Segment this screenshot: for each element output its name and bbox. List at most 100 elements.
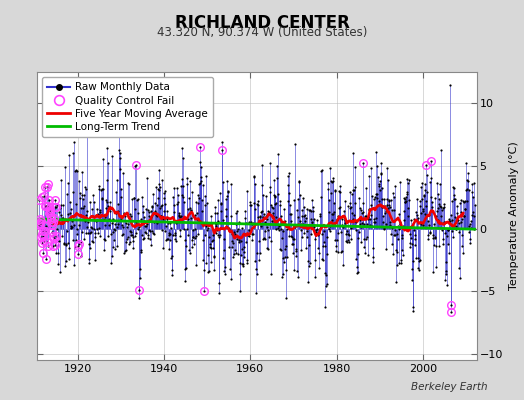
- Point: [267, 271, 276, 278]
- Point: [272, 214, 281, 220]
- Point: [243, 188, 251, 194]
- Point: [353, 263, 361, 270]
- Point: [431, 264, 440, 270]
- Point: [293, 274, 302, 280]
- Point: [287, 210, 295, 217]
- Point: [284, 172, 292, 179]
- Point: [74, 241, 83, 247]
- Point: [465, 187, 473, 194]
- Point: [141, 230, 150, 236]
- Point: [102, 177, 111, 184]
- Point: [99, 156, 107, 162]
- Point: [413, 215, 422, 222]
- Point: [167, 255, 176, 261]
- Point: [443, 240, 452, 247]
- Point: [333, 216, 342, 222]
- Point: [301, 244, 310, 251]
- Point: [134, 210, 142, 216]
- Point: [173, 199, 182, 206]
- Point: [291, 224, 299, 230]
- Point: [331, 187, 339, 194]
- Point: [284, 198, 292, 205]
- Point: [61, 258, 70, 264]
- Point: [281, 242, 290, 249]
- Point: [54, 261, 62, 267]
- Point: [112, 189, 121, 195]
- Point: [283, 182, 292, 189]
- Point: [322, 282, 331, 289]
- Point: [114, 221, 122, 228]
- Point: [146, 242, 155, 248]
- Point: [194, 181, 203, 188]
- Point: [192, 262, 201, 268]
- Point: [380, 196, 389, 202]
- Point: [343, 239, 351, 245]
- Point: [44, 181, 52, 188]
- Point: [267, 202, 275, 208]
- Point: [406, 231, 414, 238]
- Point: [435, 202, 444, 209]
- Point: [54, 216, 62, 222]
- Point: [231, 247, 239, 254]
- Point: [366, 216, 375, 223]
- Point: [394, 236, 402, 242]
- Point: [274, 225, 282, 232]
- Point: [38, 194, 46, 200]
- Point: [380, 224, 388, 231]
- Point: [106, 199, 114, 205]
- Point: [393, 262, 401, 268]
- Point: [201, 193, 209, 200]
- Point: [248, 236, 256, 243]
- Point: [186, 250, 194, 256]
- Point: [93, 217, 102, 224]
- Point: [171, 232, 180, 238]
- Point: [444, 227, 452, 234]
- Point: [165, 232, 173, 238]
- Point: [387, 231, 396, 237]
- Point: [340, 213, 348, 220]
- Point: [414, 254, 423, 261]
- Point: [113, 224, 121, 230]
- Point: [359, 221, 368, 227]
- Point: [250, 173, 258, 179]
- Point: [272, 174, 281, 181]
- Point: [226, 181, 235, 188]
- Point: [154, 186, 162, 192]
- Point: [258, 182, 267, 188]
- Point: [116, 166, 125, 172]
- Point: [96, 233, 104, 240]
- Point: [45, 197, 53, 204]
- Point: [266, 189, 274, 196]
- Point: [70, 138, 79, 145]
- Point: [395, 260, 403, 266]
- Point: [445, 218, 453, 224]
- Point: [282, 254, 291, 260]
- Point: [221, 271, 230, 277]
- Point: [139, 209, 147, 215]
- Point: [330, 208, 338, 215]
- Point: [250, 200, 258, 206]
- Point: [318, 167, 326, 173]
- Point: [335, 204, 343, 211]
- Point: [333, 217, 341, 224]
- Point: [423, 218, 432, 224]
- Point: [294, 178, 303, 184]
- Point: [270, 192, 278, 198]
- Point: [96, 186, 105, 193]
- Point: [78, 192, 86, 199]
- Point: [455, 229, 463, 235]
- Point: [282, 295, 290, 301]
- Point: [223, 178, 231, 184]
- Point: [237, 225, 246, 231]
- Point: [148, 228, 156, 234]
- Point: [244, 219, 253, 225]
- Point: [268, 218, 276, 224]
- Point: [214, 218, 222, 225]
- Point: [250, 181, 259, 187]
- Point: [334, 230, 342, 236]
- Point: [409, 308, 417, 314]
- Point: [190, 214, 198, 221]
- Point: [365, 206, 373, 212]
- Point: [342, 231, 351, 237]
- Point: [325, 228, 334, 234]
